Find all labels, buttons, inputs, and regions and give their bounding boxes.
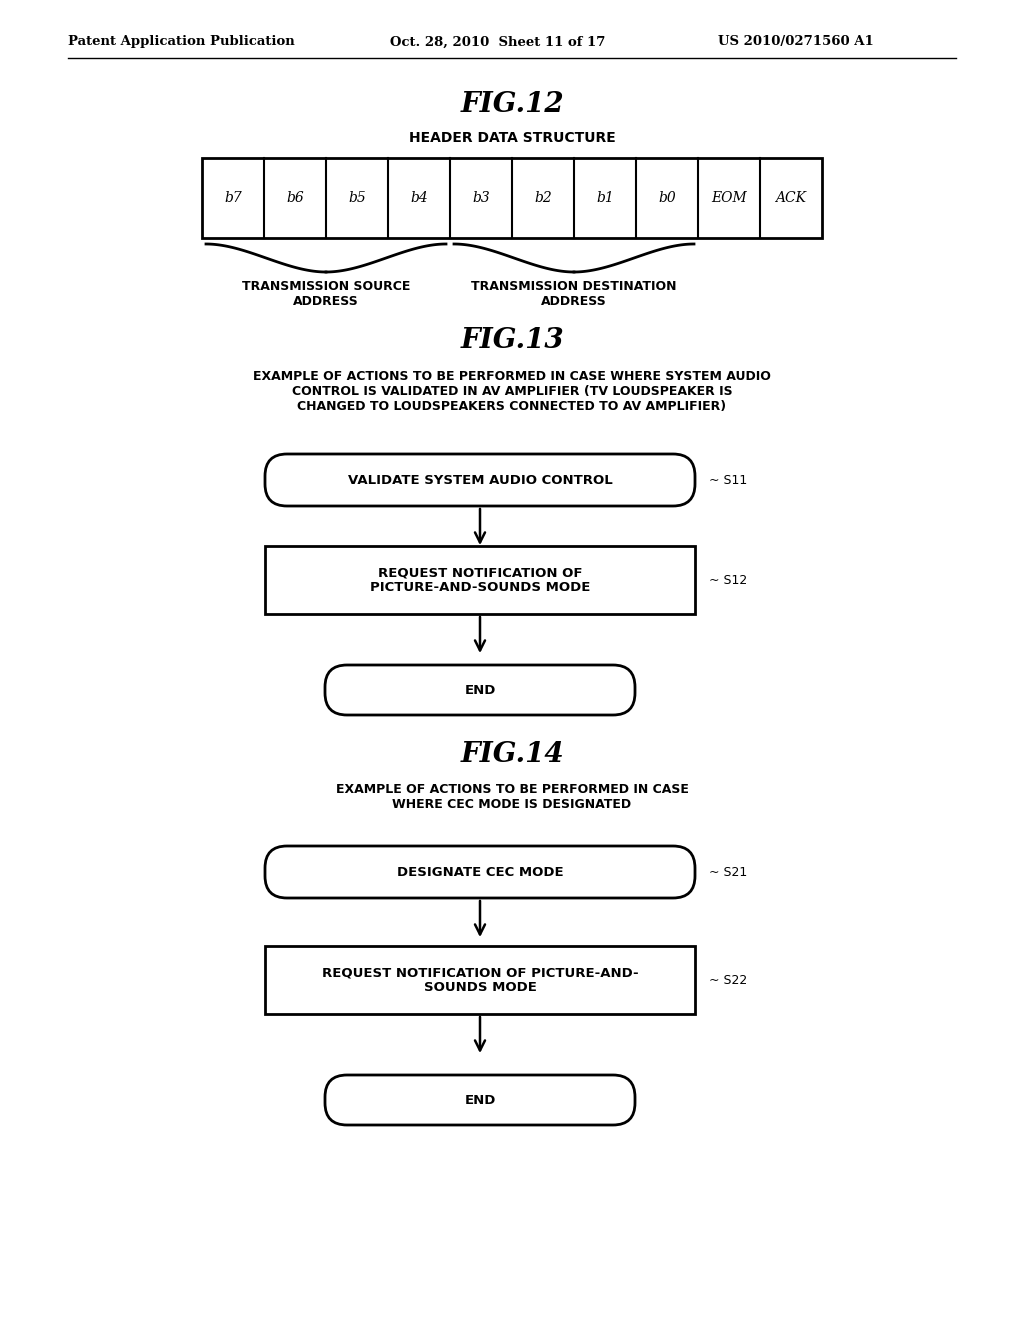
Text: FIG.12: FIG.12	[460, 91, 564, 119]
Text: TRANSMISSION DESTINATION
ADDRESS: TRANSMISSION DESTINATION ADDRESS	[471, 280, 677, 308]
FancyBboxPatch shape	[325, 1074, 635, 1125]
Text: b7: b7	[224, 191, 242, 205]
Text: b0: b0	[658, 191, 676, 205]
Text: b3: b3	[472, 191, 489, 205]
Text: ~ S22: ~ S22	[709, 974, 748, 986]
FancyBboxPatch shape	[265, 846, 695, 898]
Text: b2: b2	[535, 191, 552, 205]
Text: b4: b4	[411, 191, 428, 205]
Text: Oct. 28, 2010  Sheet 11 of 17: Oct. 28, 2010 Sheet 11 of 17	[390, 36, 605, 49]
Text: ~ S21: ~ S21	[709, 866, 748, 879]
Text: b1: b1	[596, 191, 613, 205]
Text: HEADER DATA STRUCTURE: HEADER DATA STRUCTURE	[409, 131, 615, 145]
Text: VALIDATE SYSTEM AUDIO CONTROL: VALIDATE SYSTEM AUDIO CONTROL	[347, 474, 612, 487]
Text: FIG.13: FIG.13	[460, 326, 564, 354]
Text: ~ S11: ~ S11	[709, 474, 748, 487]
Text: US 2010/0271560 A1: US 2010/0271560 A1	[718, 36, 873, 49]
Text: REQUEST NOTIFICATION OF PICTURE-AND-
SOUNDS MODE: REQUEST NOTIFICATION OF PICTURE-AND- SOU…	[322, 966, 638, 994]
Bar	[265, 546, 695, 614]
Text: EXAMPLE OF ACTIONS TO BE PERFORMED IN CASE
WHERE CEC MODE IS DESIGNATED: EXAMPLE OF ACTIONS TO BE PERFORMED IN CA…	[336, 783, 688, 810]
Text: ~ S12: ~ S12	[709, 573, 748, 586]
Text: ACK: ACK	[775, 191, 807, 205]
Text: Patent Application Publication: Patent Application Publication	[68, 36, 295, 49]
Bar	[265, 946, 695, 1014]
Text: END: END	[464, 684, 496, 697]
Text: DESIGNATE CEC MODE: DESIGNATE CEC MODE	[396, 866, 563, 879]
FancyBboxPatch shape	[265, 454, 695, 506]
Text: b5: b5	[348, 191, 366, 205]
Text: REQUEST NOTIFICATION OF
PICTURE-AND-SOUNDS MODE: REQUEST NOTIFICATION OF PICTURE-AND-SOUN…	[370, 566, 590, 594]
Text: EOM: EOM	[711, 191, 746, 205]
FancyBboxPatch shape	[325, 665, 635, 715]
Text: TRANSMISSION SOURCE
ADDRESS: TRANSMISSION SOURCE ADDRESS	[242, 280, 411, 308]
Text: END: END	[464, 1093, 496, 1106]
Text: FIG.14: FIG.14	[460, 742, 564, 768]
Text: b6: b6	[286, 191, 304, 205]
Bar	[202, 158, 822, 238]
Text: EXAMPLE OF ACTIONS TO BE PERFORMED IN CASE WHERE SYSTEM AUDIO
CONTROL IS VALIDAT: EXAMPLE OF ACTIONS TO BE PERFORMED IN CA…	[253, 370, 771, 413]
